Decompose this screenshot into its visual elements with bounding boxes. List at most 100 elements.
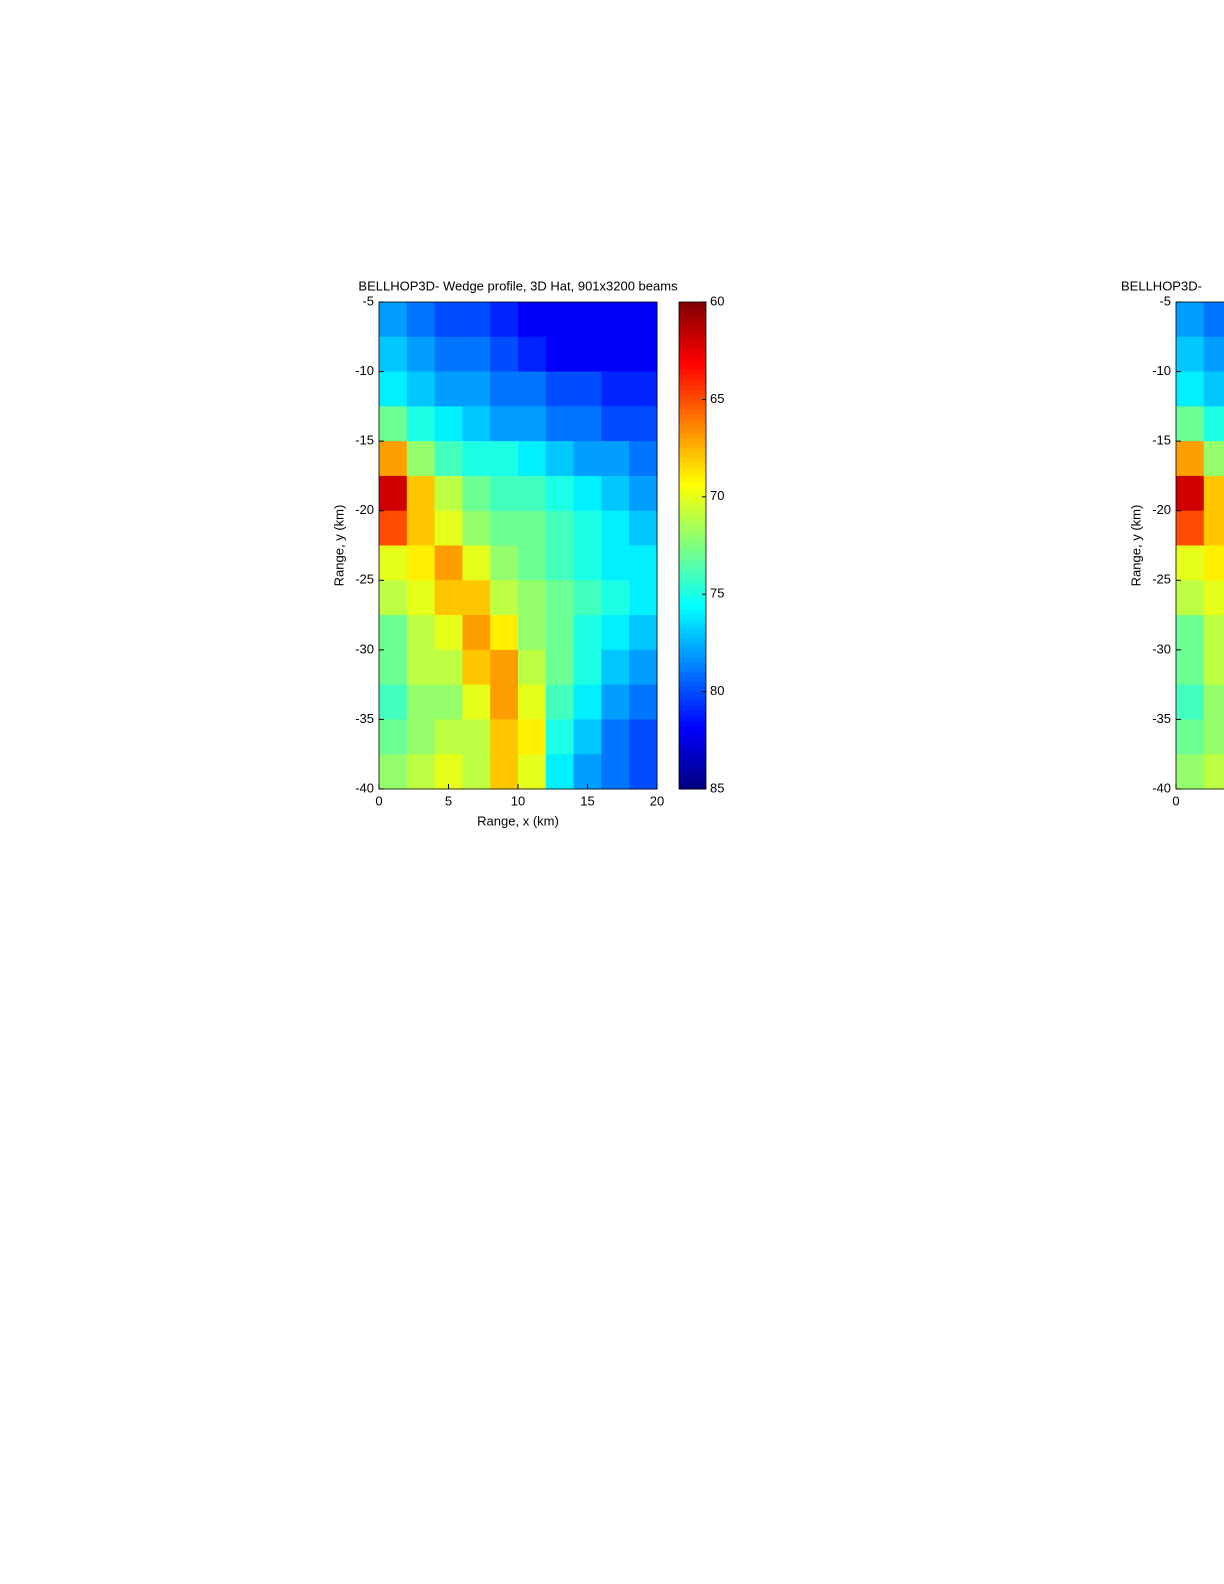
heat-cell — [434, 649, 463, 686]
heat-cell — [573, 580, 602, 616]
heat-cell — [518, 336, 547, 373]
y-axis-label: Range, y (km) — [1128, 505, 1143, 587]
heat-cell — [490, 719, 519, 755]
heat-cell — [379, 615, 408, 651]
heat-cell — [545, 684, 575, 720]
y-tick-label: -5 — [362, 293, 374, 308]
colorbar-swatch — [679, 550, 706, 556]
heat-cell — [573, 475, 602, 512]
heat-cell — [490, 475, 519, 512]
y-tick-label: -35 — [355, 711, 374, 726]
colorbar-swatch — [679, 306, 706, 313]
colorbar-swatch — [679, 496, 706, 503]
colorbar-swatch — [679, 506, 706, 512]
heat-cell — [1203, 371, 1224, 407]
heat-cell — [379, 649, 408, 686]
heat-cell — [462, 406, 491, 442]
heat-cell — [601, 684, 630, 720]
heat-cell — [573, 545, 602, 581]
heat-cell — [379, 475, 408, 512]
heat-cell — [434, 615, 463, 651]
heat-cell — [573, 302, 602, 338]
heat-cell — [629, 336, 658, 373]
colorbar-swatch — [679, 399, 706, 405]
heat-cell — [573, 406, 602, 442]
colorbar-swatch — [679, 681, 706, 688]
heat-cell — [434, 545, 463, 581]
heat-cell — [601, 441, 630, 477]
heat-cell — [379, 754, 408, 790]
heat-cell — [379, 510, 408, 546]
heat-cell — [629, 475, 658, 512]
colorbar-swatch — [679, 633, 706, 639]
y-tick-label: -25 — [355, 572, 374, 587]
colorbar-swatch — [679, 540, 706, 546]
colorbar-swatch — [679, 462, 706, 469]
heat-cell — [1176, 441, 1205, 477]
colorbar-swatch — [679, 774, 706, 780]
heat-cell — [490, 754, 519, 790]
heat-cell — [1203, 684, 1224, 720]
heat-cell — [379, 580, 408, 616]
heat-cell — [462, 336, 491, 373]
x-tick-label: 15 — [580, 793, 594, 808]
colorbar-swatch — [679, 589, 706, 595]
colorbar-swatch — [679, 491, 706, 498]
colorbar-swatch — [679, 696, 706, 702]
y-tick-label: -5 — [1159, 293, 1171, 308]
x-tick-label: 0 — [375, 793, 382, 808]
heat-cell — [406, 754, 436, 790]
heat-cell — [545, 719, 575, 755]
heat-cell — [379, 302, 408, 338]
heat-cell — [1203, 649, 1224, 686]
y-tick-label: -25 — [1152, 572, 1171, 587]
colorbar-swatch — [679, 545, 706, 551]
heat-cell — [379, 336, 408, 373]
heat-cell — [629, 754, 658, 790]
colorbar-swatch — [679, 467, 706, 473]
heat-cell — [1203, 545, 1224, 581]
heat-cell — [601, 754, 630, 790]
colorbar-swatch — [679, 438, 706, 444]
heat-cell — [629, 719, 658, 755]
colorbar-swatch — [679, 501, 706, 508]
colorbar-swatch — [679, 418, 706, 425]
heat-cell — [518, 649, 547, 686]
colorbar-swatch — [679, 720, 706, 727]
colorbar-swatch — [679, 759, 706, 766]
colorbar-swatch — [679, 579, 706, 585]
colorbar-swatch — [679, 769, 706, 775]
y-tick-label: -20 — [355, 502, 374, 517]
x-tick-label: 10 — [511, 793, 525, 808]
colorbar-swatch — [679, 730, 706, 736]
x-axis-label: Range, x (km) — [477, 813, 559, 828]
colorbar-tick-label: 65 — [710, 391, 724, 406]
heat-cell — [518, 580, 547, 616]
colorbar-swatch — [679, 560, 706, 566]
heat-cell — [434, 441, 463, 477]
colorbar-swatch — [679, 750, 706, 756]
heat-cell — [490, 336, 519, 373]
colorbar-swatch — [679, 311, 706, 318]
heat-cell — [406, 475, 436, 512]
heat-cell — [490, 649, 519, 686]
heat-cell — [601, 302, 630, 338]
colorbar-swatch — [679, 725, 706, 732]
colorbar-frame — [678, 301, 707, 790]
colorbar-swatch — [679, 594, 706, 600]
heat-cell — [1176, 406, 1205, 442]
heat-cell — [1176, 371, 1205, 407]
heat-cell — [379, 441, 408, 477]
y-axis-label: Range, y (km) — [331, 505, 346, 587]
colorbar-swatch — [679, 623, 706, 629]
colorbar-swatch — [679, 409, 706, 415]
colorbar-swatch — [679, 701, 706, 707]
heat-cell — [490, 510, 519, 546]
heat-cell — [518, 475, 547, 512]
heat-cell — [1176, 719, 1205, 755]
heat-cell — [518, 545, 547, 581]
colorbar-swatch — [679, 365, 706, 371]
heat-cell — [629, 649, 658, 686]
colorbar-swatch — [679, 336, 706, 342]
heat-cell — [573, 754, 602, 790]
